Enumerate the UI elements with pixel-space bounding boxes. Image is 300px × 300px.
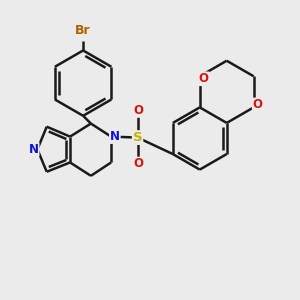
Text: N: N: [110, 130, 120, 143]
Text: S: S: [133, 131, 142, 144]
Text: O: O: [133, 104, 143, 117]
Text: O: O: [199, 72, 209, 85]
Text: O: O: [253, 98, 263, 111]
Text: Br: Br: [75, 24, 91, 37]
Text: O: O: [133, 158, 143, 170]
Text: N: N: [29, 143, 39, 156]
